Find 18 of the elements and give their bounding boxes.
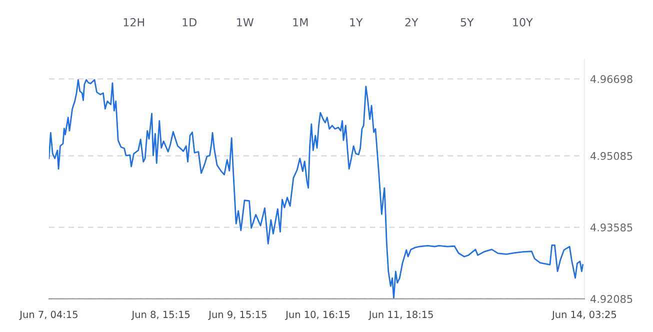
x-tick-label: Jun 10, 16:15: [285, 310, 350, 320]
text: 1Y: [350, 18, 363, 26]
text: 5Y: [460, 18, 474, 26]
x-tick-label: Jun 8, 15:15: [131, 310, 190, 320]
x-tick-label: Jun 7, 04:15: [19, 310, 78, 320]
text: 1M: [293, 18, 308, 26]
x-tick-label: Jun 9, 15:15: [208, 310, 266, 320]
x-tick-label: Jun 14, 03:25: [552, 310, 616, 320]
x-tick-label: Jun 11, 18:15: [368, 310, 433, 320]
text: 1D: [182, 18, 197, 26]
text: 1W: [237, 18, 254, 26]
y-tick-label: 4.93585: [590, 224, 632, 232]
y-tick-label: 4.92085: [590, 295, 632, 303]
y-tick-label: 4.96698: [590, 75, 632, 84]
text: 2Y: [405, 18, 418, 26]
text: 12H: [124, 18, 144, 26]
text: 10Y: [513, 18, 533, 26]
y-tick-label: 4.95085: [590, 152, 632, 160]
